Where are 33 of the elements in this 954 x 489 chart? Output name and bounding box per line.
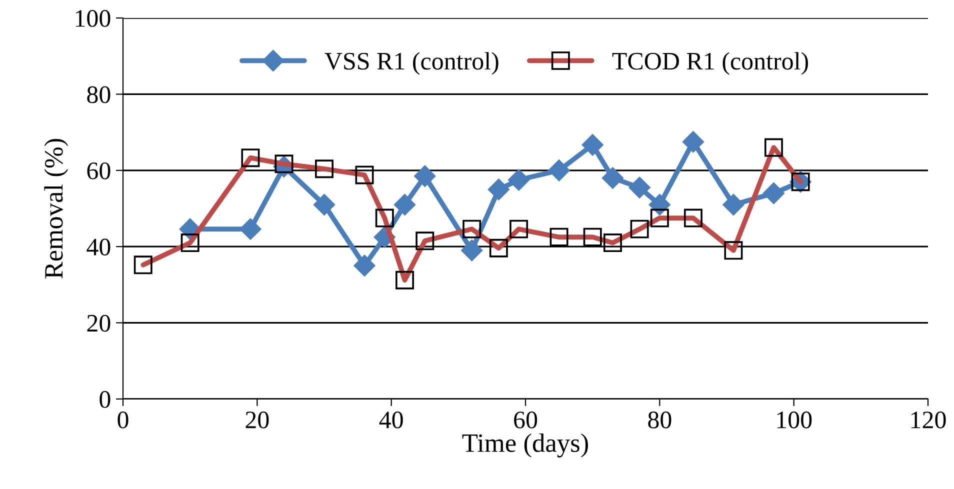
y-tick-label: 100: [76, 10, 110, 27]
point: [488, 178, 510, 200]
x-axis-title: Time (days): [462, 433, 588, 458]
point: [508, 169, 530, 191]
point: [628, 176, 650, 198]
x-tick-label: 60: [514, 412, 538, 428]
x-tick-label: 120: [911, 412, 946, 428]
x-tick-label: 0: [118, 412, 128, 428]
legend-label: TCOD R1 (control): [612, 52, 808, 75]
point: [394, 194, 416, 216]
point: [682, 131, 704, 153]
y-tick-label: 60: [87, 162, 110, 180]
point: [414, 165, 436, 187]
point: [722, 194, 744, 216]
y-tick-label: 80: [87, 86, 110, 104]
x-tick-label: 40: [379, 412, 403, 428]
point: [762, 182, 784, 204]
point: [240, 218, 262, 240]
y-axis-title: Removal (%): [44, 138, 68, 278]
x-tick-label: 80: [648, 412, 672, 428]
point: [314, 194, 335, 216]
y-tick-label: 20: [87, 314, 110, 332]
point: [548, 160, 570, 182]
legend-label: VSS R1 (control): [324, 52, 498, 75]
x-tick-label: 100: [777, 412, 812, 428]
point: [582, 134, 604, 156]
point: [648, 194, 670, 216]
point: [461, 240, 483, 262]
y-tick-label: 0: [100, 391, 110, 408]
x-tick-label: 20: [246, 412, 269, 428]
point: [602, 167, 624, 189]
point: [354, 254, 376, 276]
y-tick-label: 40: [86, 238, 110, 256]
